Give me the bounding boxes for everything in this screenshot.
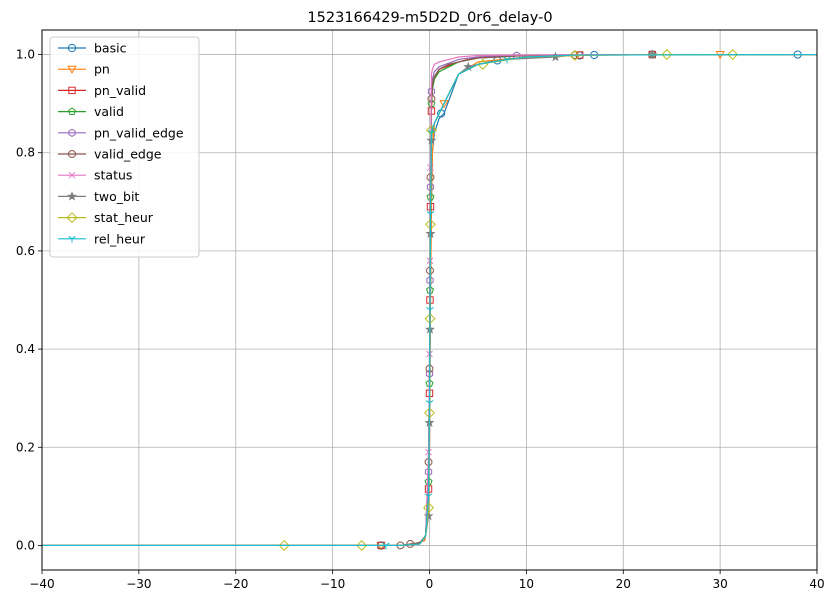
- legend-marker: [67, 107, 77, 116]
- x-tick-label: 0: [426, 577, 434, 591]
- legend-item: valid_edge: [58, 147, 162, 162]
- y-tick-label: 0.8: [16, 146, 35, 160]
- data-point-marker: [278, 539, 290, 551]
- legend-marker: [68, 86, 76, 95]
- legend-marker: [66, 212, 78, 224]
- legend-marker: [68, 150, 76, 158]
- y-tick-label: 0.0: [16, 538, 35, 552]
- data-point-marker: [427, 94, 436, 103]
- y-tick-label: 1.0: [16, 48, 35, 62]
- legend-label: basic: [94, 41, 127, 56]
- y-tick-label: 0.2: [16, 440, 35, 454]
- legend-item: two_bit: [58, 189, 139, 204]
- data-point-marker: [463, 61, 474, 72]
- series-line-rel-heur: [42, 53, 818, 547]
- legend-item: pn: [58, 62, 110, 77]
- legend-label: two_bit: [94, 189, 139, 204]
- legend-item: pn_valid_edge: [58, 125, 184, 140]
- legend-label: pn_valid: [94, 83, 146, 98]
- legend-label: stat_heur: [94, 210, 154, 225]
- x-tick-label: −10: [320, 577, 345, 591]
- legend-label: pn_valid_edge: [94, 125, 184, 140]
- legend-item: pn_valid: [58, 83, 146, 98]
- legend-item: valid: [58, 104, 124, 119]
- legend-marker: [68, 235, 76, 243]
- axes: −40 −30 −20 −10 0 10 20 30 40 0.0 0.2 0.4 0.6 0.8 1.0: [16, 48, 825, 591]
- plot-series: [42, 49, 818, 551]
- legend-box: [49, 36, 200, 258]
- data-point-marker: [426, 211, 435, 219]
- legend-item: status: [58, 168, 132, 183]
- data-point-marker: [382, 542, 390, 550]
- data-point-marker: [426, 306, 434, 314]
- x-tick-label: 40: [809, 577, 824, 591]
- legend-label: status: [94, 168, 132, 183]
- legend-label: pn: [94, 62, 110, 77]
- legend-item: rel_heur: [58, 231, 146, 246]
- legend-item: basic: [58, 41, 127, 56]
- legend-marker: [68, 171, 76, 179]
- legend-marker: [67, 43, 77, 53]
- series-rel-heur: [42, 53, 818, 550]
- data-point-marker: [439, 100, 449, 109]
- y-tick-label: 0.4: [16, 342, 35, 356]
- data-point-marker: [396, 541, 405, 550]
- x-tick-label: 20: [616, 577, 631, 591]
- data-point-marker: [406, 540, 414, 548]
- data-point-marker: [425, 400, 434, 408]
- data-point-marker: [661, 49, 673, 61]
- data-point-marker: [424, 493, 433, 501]
- legend-marker: [67, 191, 77, 201]
- chart-title: 1523166429-m5D2D_0r6_delay-0: [307, 10, 552, 26]
- legend-label: rel_heur: [94, 231, 146, 246]
- data-point-marker: [427, 130, 436, 138]
- data-point-marker: [503, 56, 511, 64]
- y-tick-label: 0.6: [16, 244, 35, 258]
- data-point-marker: [569, 50, 581, 62]
- x-tick-label: −40: [29, 577, 54, 591]
- x-tick-label: −30: [126, 577, 151, 591]
- legend-marker: [68, 128, 76, 137]
- x-tick-label: 10: [519, 577, 534, 591]
- x-tick-label: 30: [712, 577, 727, 591]
- data-point-marker: [727, 49, 739, 61]
- legend-label: valid_edge: [94, 147, 162, 162]
- legend-marker: [67, 65, 77, 75]
- data-point-marker: [423, 510, 434, 521]
- x-tick-label: −20: [223, 577, 248, 591]
- legend-item: stat_heur: [58, 210, 154, 225]
- data-point-marker: [356, 539, 368, 551]
- data-point-marker: [423, 502, 435, 514]
- legend-label: valid: [94, 104, 124, 119]
